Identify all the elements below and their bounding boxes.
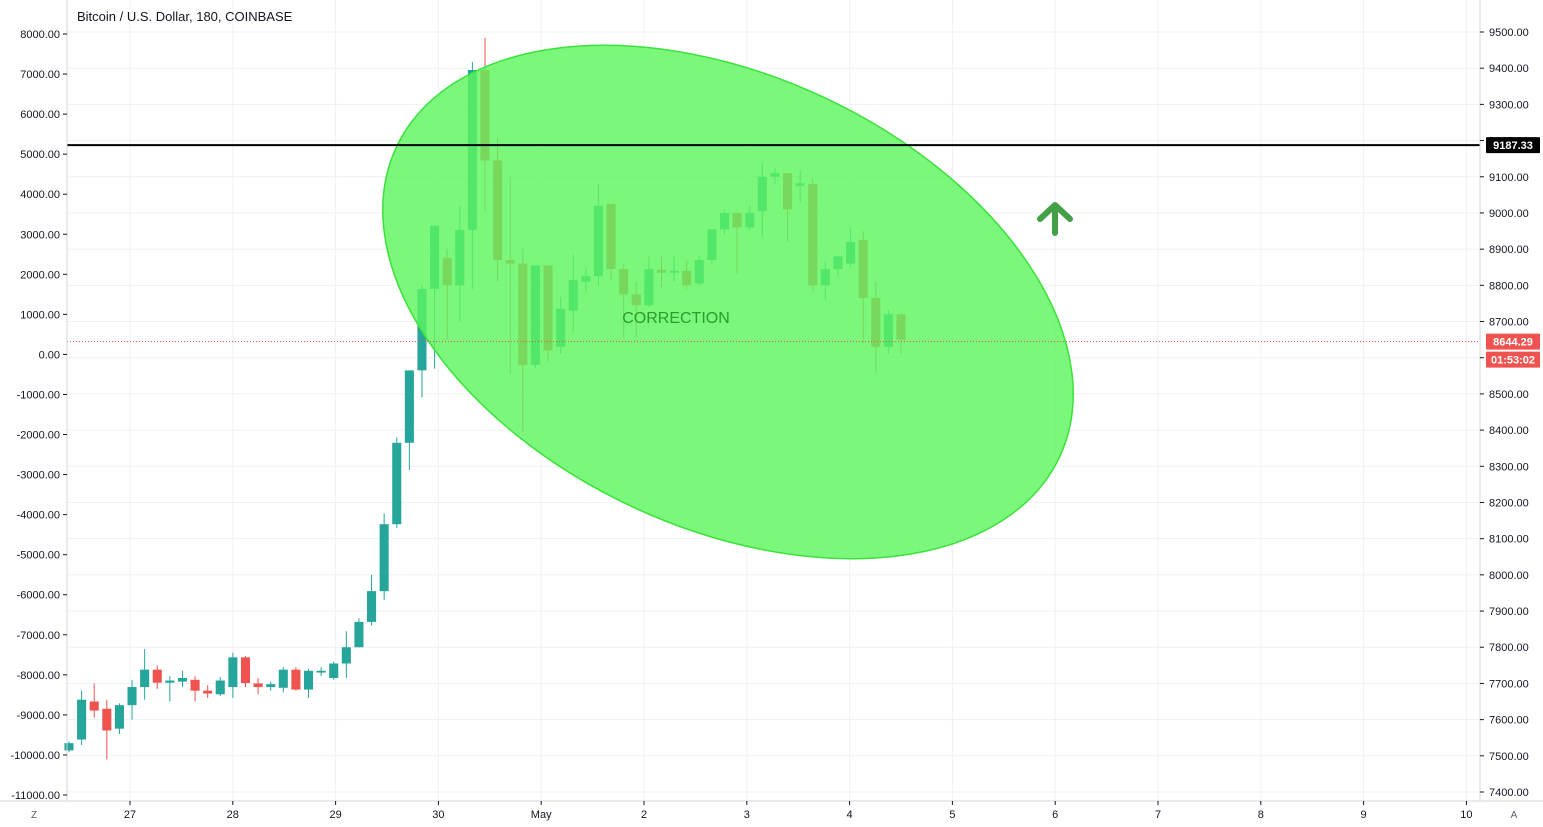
candle-body <box>278 669 288 688</box>
candle-body <box>329 663 339 678</box>
level-price-tag-bg <box>1486 137 1540 154</box>
candle-body <box>228 657 238 688</box>
candle-body <box>165 680 175 683</box>
left-axis-tick-label: 6000.00 <box>20 109 60 121</box>
candle-body <box>354 621 364 648</box>
left-axis-tick-label: -7000.00 <box>17 630 60 642</box>
right-axis-tick-label: 7500.00 <box>1489 751 1529 763</box>
right-axis-tick-label: 9000.00 <box>1489 208 1529 220</box>
left-axis-tick-label: 8000.00 <box>20 29 60 41</box>
candle-body <box>102 708 112 731</box>
left-axis-tick-label: 4000.00 <box>20 189 60 201</box>
left-axis-tick-label: -2000.00 <box>17 430 60 442</box>
candle-body <box>392 442 402 525</box>
time-axis-tick-label: 10 <box>1460 809 1472 821</box>
timezone-button[interactable]: Z <box>31 810 37 821</box>
left-axis-tick-label: -4000.00 <box>17 510 60 522</box>
last-price-tag: 8644.29 <box>1493 337 1533 349</box>
left-axis-tick-label: 5000.00 <box>20 149 60 161</box>
last-price-tag-bg <box>1486 333 1540 350</box>
right-axis-tick-label: 9400.00 <box>1489 63 1529 75</box>
left-axis-tick-label: -9000.00 <box>17 710 60 722</box>
candle-body <box>379 524 389 592</box>
left-axis-tick-label: -10000.00 <box>10 750 60 762</box>
right-axis-tick-label: 7900.00 <box>1489 606 1529 618</box>
right-axis-tick-label: 8800.00 <box>1489 280 1529 292</box>
left-axis-tick-label: 0.00 <box>39 349 60 361</box>
right-axis-tick-label: 7400.00 <box>1489 787 1529 799</box>
right-axis-tick-label: 8100.00 <box>1489 534 1529 546</box>
candle-body <box>77 699 87 740</box>
candle-body <box>404 370 414 443</box>
candle-body <box>266 684 276 688</box>
auto-scale-button[interactable]: A <box>1511 810 1518 821</box>
right-axis-tick-label: 9300.00 <box>1489 99 1529 111</box>
correction-ellipse <box>382 44 1074 560</box>
candle-body <box>127 687 137 706</box>
candle-body <box>152 669 162 683</box>
candle-body <box>253 683 263 688</box>
right-axis-tick-label: 9100.00 <box>1489 172 1529 184</box>
candle-body <box>367 591 377 622</box>
time-axis-tick-label: 9 <box>1361 809 1367 821</box>
up-arrow-icon <box>1037 202 1073 236</box>
time-axis-tick-label: 28 <box>227 809 239 821</box>
level-price-tag: 9187.33 <box>1493 140 1533 152</box>
left-axis-tick-label: 1000.00 <box>20 309 60 321</box>
left-axis-tick-label: 7000.00 <box>20 69 60 81</box>
chart-overlays: CORRECTION <box>67 44 1480 560</box>
left-axis-tick-label: 2000.00 <box>20 269 60 281</box>
candle-body <box>140 669 150 688</box>
time-axis-tick-label: 29 <box>329 809 341 821</box>
right-axis-tick-label: 8700.00 <box>1489 317 1529 329</box>
candle-body <box>177 678 187 682</box>
time-axis-tick-label: 3 <box>744 809 750 821</box>
left-axis-tick-label: -6000.00 <box>17 590 60 602</box>
countdown-tag: 01:53:02 <box>1491 355 1535 367</box>
left-axis-tick-label: -5000.00 <box>17 550 60 562</box>
right-axis-tick-label: 8000.00 <box>1489 570 1529 582</box>
right-axis-tick-label: 9500.00 <box>1489 27 1529 39</box>
candle-body <box>190 679 200 691</box>
right-axis-tick-label: 8900.00 <box>1489 244 1529 256</box>
time-axis-tick-label: 5 <box>949 809 955 821</box>
right-axis-tick-label: 8500.00 <box>1489 389 1529 401</box>
time-axis-tick-label: 30 <box>432 809 444 821</box>
candle-body <box>303 670 314 690</box>
time-axis-tick-label: 6 <box>1052 809 1058 821</box>
time-axis-tick-label: 8 <box>1258 809 1264 821</box>
candle-body <box>215 680 225 695</box>
candle-body <box>89 701 99 711</box>
candle-body <box>64 743 74 751</box>
left-axis-tick-label: -3000.00 <box>17 470 60 482</box>
correction-label: CORRECTION <box>622 310 730 327</box>
left-axis-tick-label: -11000.00 <box>11 790 60 802</box>
right-axis-tick-label: 7800.00 <box>1489 642 1529 654</box>
left-axis-tick-label: -1000.00 <box>17 389 60 401</box>
time-axis-tick-label: 2 <box>641 809 647 821</box>
candle-body <box>114 705 124 729</box>
right-axis-tick-label: 8200.00 <box>1489 497 1529 509</box>
candle-body <box>316 670 326 673</box>
time-axis-tick-label: 4 <box>847 809 853 821</box>
time-axis-tick-label: 27 <box>124 809 136 821</box>
candle-body <box>203 690 213 694</box>
time-axis-tick-label: May <box>531 809 552 821</box>
candle-body <box>291 669 301 690</box>
time-axis-tick-label: 7 <box>1155 809 1161 821</box>
right-axis-tick-label: 7600.00 <box>1489 715 1529 727</box>
countdown-tag-bg <box>1486 351 1540 368</box>
right-axis-tick-label: 7700.00 <box>1489 678 1529 690</box>
right-axis-tick-label: 8400.00 <box>1489 425 1529 437</box>
right-axis-tick-label: 8300.00 <box>1489 461 1529 473</box>
candle-body <box>240 657 251 684</box>
left-axis-tick-label: 3000.00 <box>20 229 60 241</box>
candle-body <box>341 647 351 664</box>
left-axis-tick-label: -8000.00 <box>17 670 60 682</box>
chart-title: Bitcoin / U.S. Dollar, 180, COINBASE <box>77 9 293 24</box>
